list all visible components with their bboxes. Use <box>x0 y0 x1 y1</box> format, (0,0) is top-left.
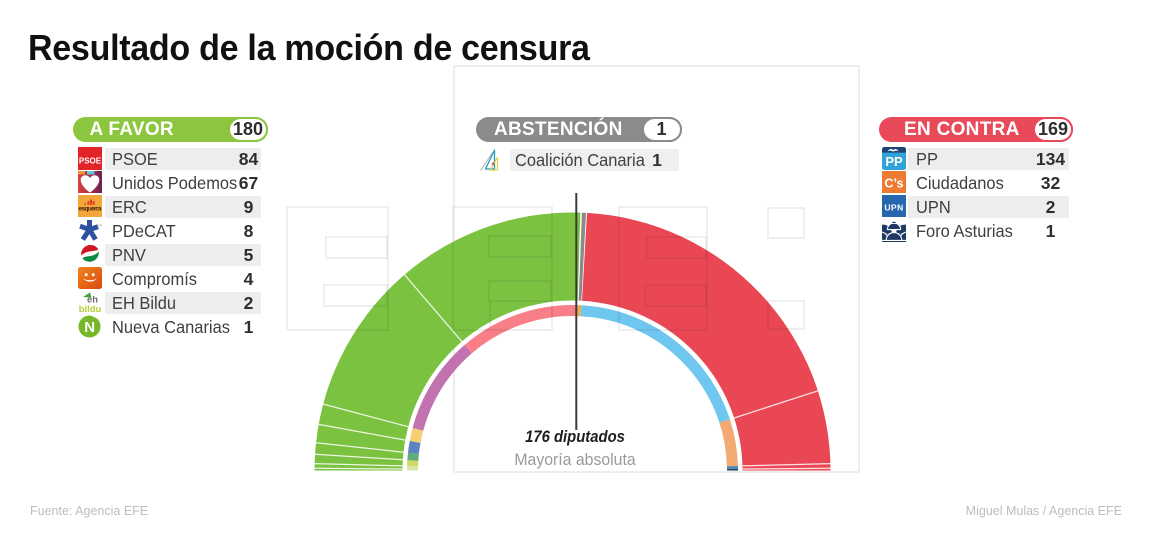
svg-text:esquerra: esquerra <box>79 206 102 213</box>
svg-text:PP: PP <box>885 154 903 169</box>
svg-text:UPN: UPN <box>884 202 903 212</box>
svg-text:N: N <box>84 319 95 336</box>
svg-text:bildu: bildu <box>79 303 102 314</box>
svg-text:C’s: C’s <box>884 176 903 190</box>
svg-text:ncat: ncat <box>97 223 102 227</box>
svg-text:eh: eh <box>87 294 98 305</box>
svg-text:PSOE: PSOE <box>79 156 102 165</box>
